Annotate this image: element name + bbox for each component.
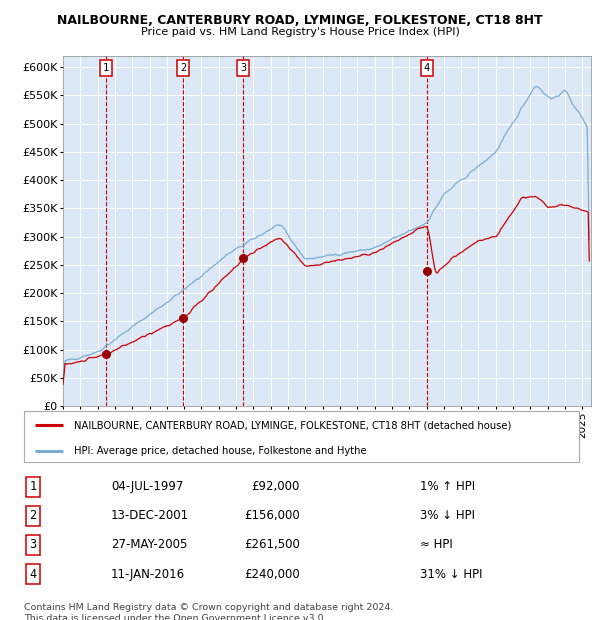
Text: 2: 2 (29, 510, 37, 522)
Text: 11-JAN-2016: 11-JAN-2016 (111, 568, 185, 580)
Text: 31% ↓ HPI: 31% ↓ HPI (420, 568, 482, 580)
Text: £261,500: £261,500 (244, 539, 300, 551)
Text: 2: 2 (180, 63, 187, 73)
Text: 1: 1 (103, 63, 109, 73)
Text: 3% ↓ HPI: 3% ↓ HPI (420, 510, 475, 522)
Text: HPI: Average price, detached house, Folkestone and Hythe: HPI: Average price, detached house, Folk… (74, 446, 367, 456)
Text: 3: 3 (240, 63, 246, 73)
Text: Contains HM Land Registry data © Crown copyright and database right 2024.: Contains HM Land Registry data © Crown c… (24, 603, 394, 612)
Text: Price paid vs. HM Land Registry's House Price Index (HPI): Price paid vs. HM Land Registry's House … (140, 27, 460, 37)
Text: ≈ HPI: ≈ HPI (420, 539, 453, 551)
Text: This data is licensed under the Open Government Licence v3.0.: This data is licensed under the Open Gov… (24, 614, 326, 620)
Text: 3: 3 (29, 539, 37, 551)
Text: 1% ↑ HPI: 1% ↑ HPI (420, 480, 475, 493)
Text: 04-JUL-1997: 04-JUL-1997 (111, 480, 184, 493)
Text: NAILBOURNE, CANTERBURY ROAD, LYMINGE, FOLKESTONE, CT18 8HT: NAILBOURNE, CANTERBURY ROAD, LYMINGE, FO… (57, 14, 543, 27)
Text: 27-MAY-2005: 27-MAY-2005 (111, 539, 187, 551)
Text: 13-DEC-2001: 13-DEC-2001 (111, 510, 189, 522)
FancyBboxPatch shape (24, 411, 579, 462)
Text: 4: 4 (29, 568, 37, 580)
Text: £240,000: £240,000 (244, 568, 300, 580)
Text: NAILBOURNE, CANTERBURY ROAD, LYMINGE, FOLKESTONE, CT18 8HT (detached house): NAILBOURNE, CANTERBURY ROAD, LYMINGE, FO… (74, 420, 511, 430)
Text: £156,000: £156,000 (244, 510, 300, 522)
Text: 4: 4 (424, 63, 430, 73)
Text: £92,000: £92,000 (251, 480, 300, 493)
Text: 1: 1 (29, 480, 37, 493)
